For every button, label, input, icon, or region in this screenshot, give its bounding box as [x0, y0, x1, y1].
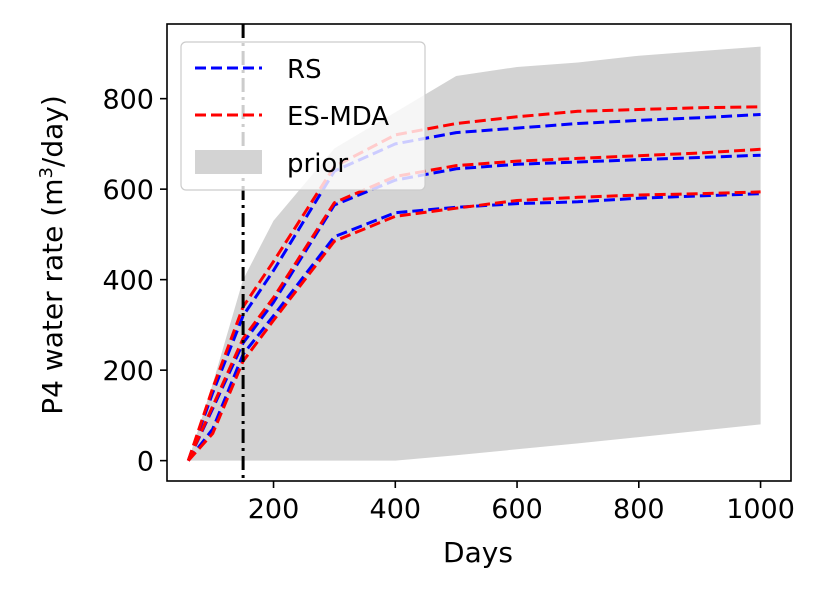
- series-line-es-mda-upper: [186, 105, 761, 462]
- series-line-es-mda-middle: [186, 147, 761, 462]
- series-line-es-mda-lower: [187, 190, 761, 462]
- y-tick-label: 0: [137, 447, 154, 478]
- y-axis-label-main: P4 water rate (m: [36, 179, 69, 415]
- y-tick-label: 400: [102, 266, 154, 297]
- legend: RS ES-MDA prior: [180, 41, 426, 191]
- legend-swatch-prior: [195, 150, 262, 174]
- x-tick-label: 800: [613, 494, 665, 525]
- legend-label-es-mda: ES-MDA: [287, 102, 389, 132]
- x-axis-label: Days: [443, 536, 513, 569]
- y-axis-label-suffix: /day): [36, 95, 69, 167]
- y-tick-label: 200: [102, 356, 154, 387]
- y-axis-label-superscript: 3: [36, 167, 57, 178]
- plot-frame: [166, 23, 792, 482]
- x-tick-label: 1000: [726, 494, 795, 525]
- tick-layer: 200 400 600 800 1000 0 200 400 600 800: [102, 85, 794, 525]
- x-tick-label: 200: [248, 494, 300, 525]
- series-layer: [186, 105, 761, 462]
- y-tick-label: 800: [102, 85, 154, 116]
- y-axis-label: P4 water rate (m3/day): [36, 95, 69, 415]
- series-line-rs-upper: [186, 113, 761, 462]
- x-tick-label: 600: [491, 494, 543, 525]
- series-line-rs-middle: [186, 153, 761, 462]
- legend-label-prior: prior: [287, 149, 348, 179]
- prior-band: [188, 46, 761, 461]
- legend-label-rs: RS: [287, 55, 322, 85]
- prior-band-layer: [188, 46, 761, 461]
- x-tick-label: 400: [370, 494, 422, 525]
- y-tick-label: 600: [102, 175, 154, 206]
